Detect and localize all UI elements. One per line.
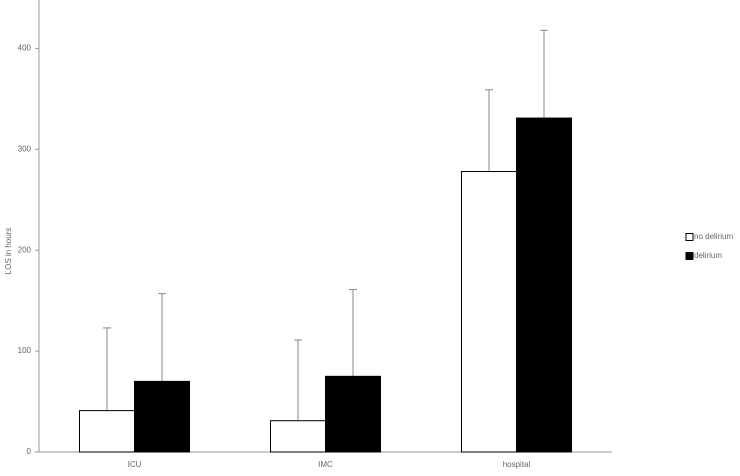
y-tick-label: 400 bbox=[18, 44, 32, 53]
bar bbox=[79, 410, 135, 453]
y-tick-label: 0 bbox=[27, 447, 32, 456]
bar bbox=[325, 375, 381, 453]
y-tick-label: 300 bbox=[18, 144, 32, 153]
y-axis-label: LOS in hours bbox=[4, 228, 13, 275]
legend-swatch bbox=[685, 252, 694, 260]
y-tick-label: 200 bbox=[18, 245, 32, 254]
legend-swatch bbox=[685, 233, 694, 241]
x-tick-label: ICU bbox=[128, 460, 142, 469]
bar bbox=[516, 117, 572, 453]
x-tick-label: hospital bbox=[503, 460, 531, 469]
y-tick-label: 100 bbox=[18, 346, 32, 355]
bar bbox=[134, 380, 190, 453]
x-tick-label: IMC bbox=[318, 460, 333, 469]
legend-label: no delirium bbox=[694, 232, 733, 241]
bar bbox=[270, 420, 326, 453]
legend-label: delirium bbox=[694, 251, 722, 260]
bar bbox=[461, 171, 517, 453]
